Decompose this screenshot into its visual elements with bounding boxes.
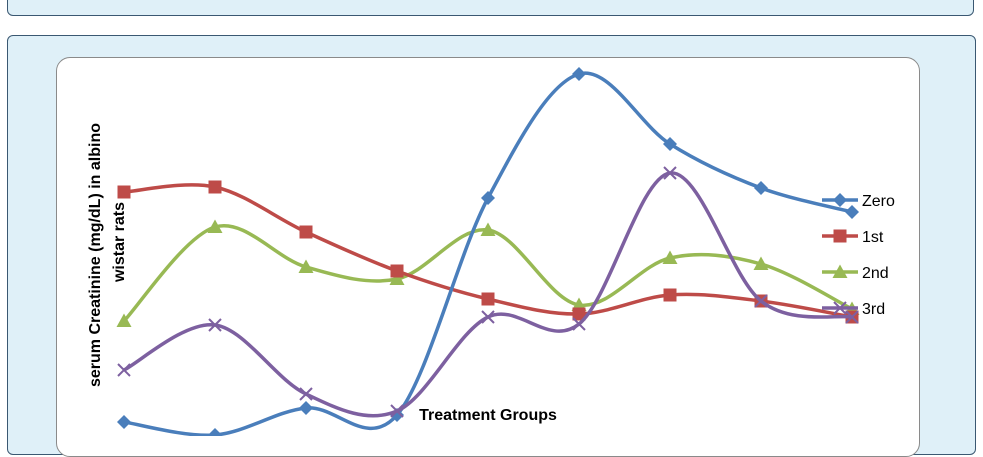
data-point-1st-1 (117, 185, 131, 199)
legend-label-3rd: 3rd (862, 301, 885, 318)
legend-marker-3rd (833, 301, 847, 315)
legend: Zero 1st 2nd 3rd (822, 193, 895, 318)
data-point-1st-7 (663, 288, 677, 302)
data-point-zero-2 (208, 428, 222, 436)
series-1st (117, 180, 859, 324)
data-point-1st-2 (208, 180, 222, 194)
series-line-3rd (123, 171, 853, 418)
series-2nd (116, 219, 860, 327)
legend-item-2nd: 2nd (822, 264, 889, 282)
legend-label-zero: Zero (862, 193, 895, 210)
data-point-2nd-4 (389, 271, 405, 285)
plot-area (56, 57, 920, 457)
legend-marker-1st (833, 229, 847, 243)
legend-marker-2nd (832, 264, 848, 278)
data-point-2nd-7 (662, 250, 678, 264)
series-line-zero (123, 71, 853, 436)
data-point-1st-4 (390, 264, 404, 278)
y-axis-label-line1: serum Creatinine (mg/dL) in albino (87, 123, 104, 387)
series-3rd (117, 166, 859, 418)
x-axis-label: Treatment Groups (419, 407, 557, 424)
data-point-2nd-2 (207, 219, 223, 233)
legend-marker-zero (833, 193, 847, 207)
data-point-zero-1 (117, 415, 131, 429)
data-point-2nd-3 (298, 259, 314, 273)
data-point-3rd-5 (481, 310, 495, 324)
data-point-zero-8 (754, 181, 768, 195)
data-point-3rd-7 (663, 166, 677, 180)
data-point-3rd-1 (117, 363, 131, 377)
series-line-2nd (122, 223, 853, 323)
series-layer (116, 67, 860, 436)
data-point-3rd-3 (299, 387, 313, 401)
data-point-1st-5 (481, 292, 495, 306)
data-point-3rd-8 (754, 294, 768, 308)
legend-label-2nd: 2nd (862, 265, 889, 282)
data-point-1st-6 (572, 307, 586, 321)
data-point-2nd-5 (480, 222, 496, 236)
top-panel (7, 0, 974, 16)
series-zero (117, 67, 859, 436)
legend-item-1st: 1st (822, 229, 884, 246)
data-point-3rd-9 (845, 310, 859, 324)
legend-item-zero: Zero (822, 193, 895, 210)
data-point-3rd-2 (208, 318, 222, 332)
data-point-3rd-6 (572, 317, 586, 331)
data-point-3rd-4 (390, 404, 404, 418)
data-point-zero-7 (663, 137, 677, 151)
legend-item-3rd: 3rd (822, 301, 885, 318)
line-chart: Zero 1st 2nd 3rd serum Creatinine (mg/dL) i… (87, 67, 895, 436)
data-point-zero-5 (481, 191, 495, 205)
data-point-zero-6 (572, 67, 586, 81)
legend-label-1st: 1st (862, 229, 884, 246)
data-point-1st-3 (299, 225, 313, 239)
data-point-zero-3 (299, 401, 313, 415)
data-point-2nd-8 (753, 256, 769, 270)
data-point-2nd-1 (116, 313, 132, 327)
y-axis-label-line2: wistar rats (111, 202, 128, 283)
data-point-zero-9 (845, 205, 859, 219)
